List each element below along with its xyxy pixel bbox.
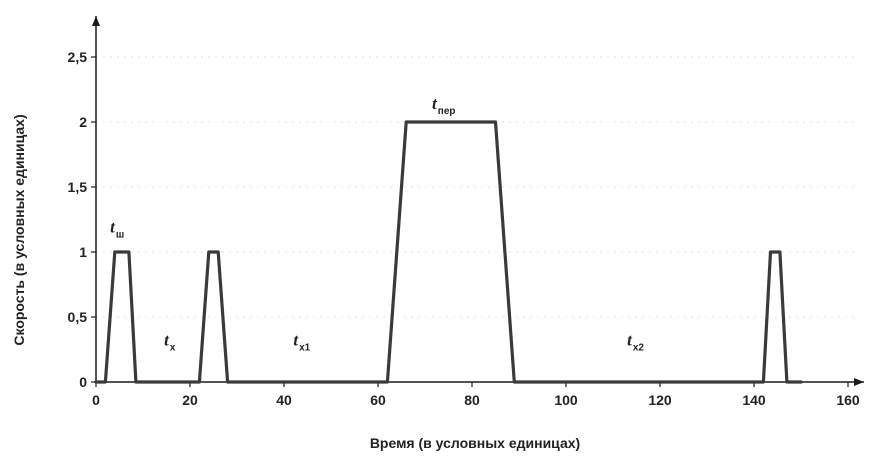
speed-data-point bbox=[800, 381, 802, 383]
speed-data-point bbox=[513, 381, 515, 383]
y-tick-label: 1 bbox=[79, 244, 87, 260]
speed-data-point bbox=[104, 381, 106, 383]
speed-data-point bbox=[198, 381, 200, 383]
x-axis-title: Время (в условных единицах) bbox=[370, 435, 580, 451]
speed-data-point bbox=[786, 381, 788, 383]
y-axis-title: Скорость (в условных единицах) bbox=[11, 114, 27, 345]
speed-data-point bbox=[217, 251, 219, 253]
speed-data-point bbox=[128, 251, 130, 253]
speed-data-point bbox=[779, 251, 781, 253]
y-tick-label: 1,5 bbox=[68, 179, 88, 195]
interval-annotation: tх bbox=[164, 331, 176, 354]
interval-annotation: tх1 bbox=[293, 331, 310, 354]
speed-data-point bbox=[762, 381, 765, 383]
annotations: tш tх tх1 tпер tх2 bbox=[110, 94, 644, 354]
y-tick-label: 2 bbox=[79, 114, 87, 130]
series bbox=[94, 120, 803, 384]
speed-data-point bbox=[95, 381, 97, 383]
y-tick-label: 0,5 bbox=[68, 309, 88, 325]
x-tick-label: 140 bbox=[742, 392, 766, 408]
speed-data-point bbox=[386, 381, 388, 383]
speed-data-point bbox=[208, 251, 210, 253]
interval-annotation: tх2 bbox=[627, 331, 644, 354]
interval-annotation: tпер bbox=[432, 94, 455, 117]
speed-data-point bbox=[769, 251, 772, 253]
y-tick-label: 2,5 bbox=[68, 49, 88, 65]
speed-data-point bbox=[114, 251, 116, 253]
x-tick-label: 0 bbox=[92, 392, 100, 408]
x-tick-label: 100 bbox=[554, 392, 578, 408]
speed-data-point bbox=[135, 381, 137, 383]
x-tick-label: 20 bbox=[182, 392, 198, 408]
y-axis: 0 0,5 1 1,5 2 2,5 bbox=[68, 16, 854, 390]
speed-data-point bbox=[227, 381, 229, 383]
x-axis-arrow-icon bbox=[854, 378, 864, 386]
interval-annotation: tш bbox=[110, 218, 124, 241]
speed-series-line bbox=[94, 120, 803, 384]
speed-data-point bbox=[405, 121, 407, 123]
x-tick-label: 120 bbox=[648, 392, 672, 408]
speed-data-point bbox=[494, 121, 497, 123]
x-tick-label: 80 bbox=[464, 392, 480, 408]
y-tick-label: 0 bbox=[79, 374, 87, 390]
x-tick-label: 160 bbox=[836, 392, 860, 408]
x-tick-label: 40 bbox=[276, 392, 292, 408]
x-tick-label: 60 bbox=[370, 392, 386, 408]
y-axis-arrow-icon bbox=[92, 16, 100, 26]
